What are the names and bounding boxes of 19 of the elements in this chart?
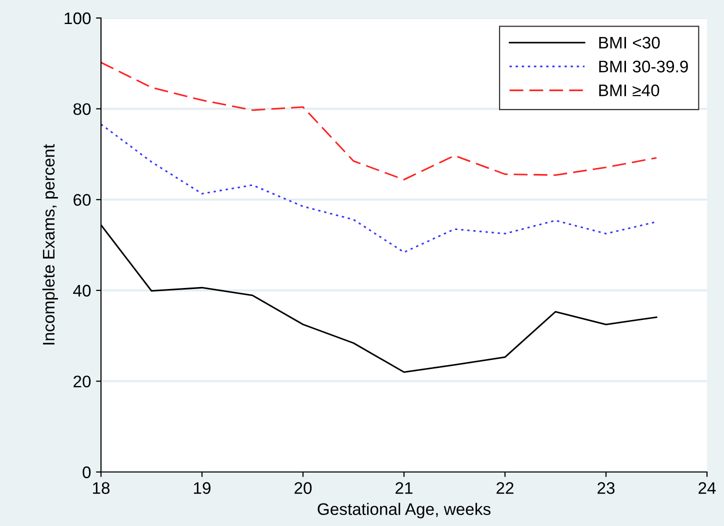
y-tick-label: 100 [64, 12, 91, 24]
y-tick-label: 40 [73, 284, 91, 297]
legend-label: BMI 30-39.9 [599, 60, 688, 72]
x-tick-label: 18 [93, 482, 110, 494]
y-axis-title: Incomplete Exams, percent [42, 144, 58, 344]
legend-label: BMI <30 [599, 36, 660, 49]
x-tick-label: 21 [396, 482, 412, 494]
y-tick-label: 60 [74, 194, 91, 206]
y-tick-label: 80 [73, 103, 91, 116]
x-tick-label: 22 [496, 482, 514, 494]
x-tick-label: 19 [194, 482, 210, 494]
y-tick-label: 20 [74, 376, 91, 388]
line-series [101, 123, 658, 254]
x-tick-label: 24 [698, 482, 716, 494]
legend-label: BMI ≥40 [599, 84, 660, 96]
x-tick-label: 20 [294, 482, 312, 494]
x-tick-label: 23 [598, 482, 615, 494]
x-axis-title: Gestational Age, weeks [318, 502, 490, 518]
y-tick-label: 0 [82, 466, 91, 478]
